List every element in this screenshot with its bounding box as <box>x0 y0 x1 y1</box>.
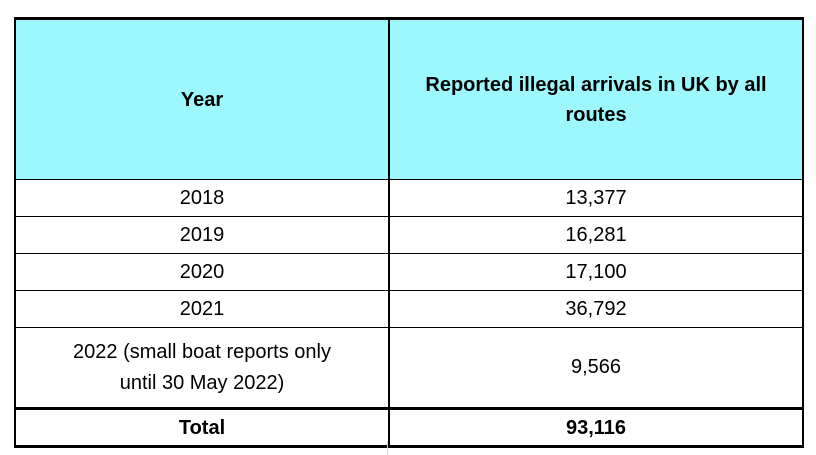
year-cell: 2022 (small boat reports only until 30 M… <box>14 327 390 409</box>
arrivals-cell: 16,281 <box>388 216 804 254</box>
table-row: 2022 (small boat reports only until 30 M… <box>14 327 804 409</box>
header-year: Year <box>14 17 390 180</box>
year-line-1: 2022 (small boat reports only <box>73 340 331 363</box>
arrivals-cell: 9,566 <box>388 327 804 409</box>
table-row: 2019 16,281 <box>14 216 804 254</box>
arrivals-cell: 17,100 <box>388 253 804 291</box>
divider-stub <box>387 441 388 455</box>
arrivals-cell: 36,792 <box>388 290 804 328</box>
total-row: Total 93,116 <box>14 407 804 448</box>
year-cell: 2021 <box>14 290 390 328</box>
table-row: 2020 17,100 <box>14 253 804 291</box>
arrivals-cell: 13,377 <box>388 179 804 217</box>
year-cell: 2020 <box>14 253 390 291</box>
year-cell: 2018 <box>14 179 390 217</box>
arrivals-table: Year Reported illegal arrivals in UK by … <box>14 17 804 448</box>
header-row: Year Reported illegal arrivals in UK by … <box>14 17 804 180</box>
table-row: 2018 13,377 <box>14 179 804 217</box>
header-arrivals: Reported illegal arrivals in UK by all r… <box>388 17 804 180</box>
year-cell: 2019 <box>14 216 390 254</box>
table-row: 2021 36,792 <box>14 290 804 328</box>
year-line-2: until 30 May 2022) <box>119 371 285 394</box>
total-value: 93,116 <box>388 407 804 448</box>
arrivals-table-container: Year Reported illegal arrivals in UK by … <box>14 17 804 448</box>
total-label: Total <box>14 407 390 448</box>
